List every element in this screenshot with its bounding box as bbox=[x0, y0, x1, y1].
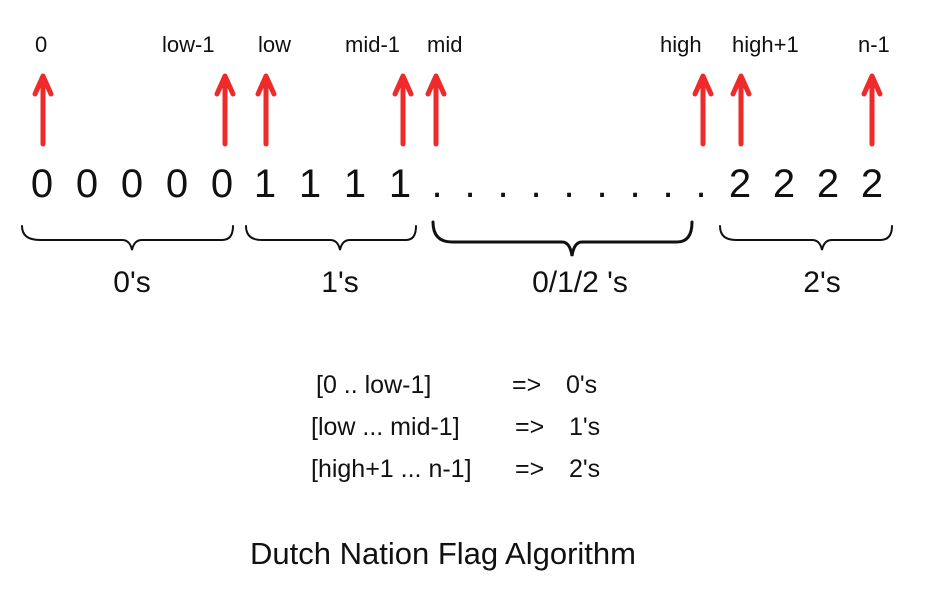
arrow-mid-minus-1 bbox=[392, 73, 414, 147]
brace-zeros bbox=[21, 225, 234, 251]
range-text: [low ... mid-1] bbox=[311, 413, 460, 441]
range-arrow: => bbox=[515, 455, 545, 483]
array-digit: 2 bbox=[816, 162, 840, 206]
ellipsis-dot: . bbox=[563, 162, 575, 206]
arrow-mid bbox=[425, 73, 447, 147]
ellipsis-dot: . bbox=[695, 162, 707, 206]
array-digit: 0 bbox=[165, 162, 189, 206]
group-label-twos: 2's bbox=[803, 266, 841, 299]
array-digit: 0 bbox=[30, 162, 54, 206]
range-text: [high+1 ... n-1] bbox=[311, 455, 472, 483]
array-digit: 1 bbox=[298, 162, 322, 206]
group-braces bbox=[21, 220, 893, 257]
arrow-n-minus-1 bbox=[861, 73, 883, 147]
arrow-low bbox=[255, 73, 277, 147]
pointer-label-high+1: high+1 bbox=[732, 32, 799, 57]
pointer-label-0: 0 bbox=[35, 32, 48, 57]
ellipsis-dot: . bbox=[629, 162, 641, 206]
range-result: 2's bbox=[569, 455, 601, 483]
brace-ones bbox=[245, 225, 417, 251]
range-text: [0 .. low-1] bbox=[316, 371, 432, 399]
pointer-label-n-1: n-1 bbox=[858, 32, 890, 57]
ellipsis-dot: . bbox=[464, 162, 476, 206]
group-label-ones: 1's bbox=[321, 266, 359, 299]
array-digit: 2 bbox=[772, 162, 796, 206]
ellipsis-dot: . bbox=[662, 162, 674, 206]
arrow-low-minus-1 bbox=[214, 73, 236, 147]
ellipsis-dot: . bbox=[497, 162, 509, 206]
brace-twos bbox=[719, 225, 893, 251]
group-label-unknown: 0/1/2 's bbox=[532, 266, 628, 299]
ellipsis-dot: . bbox=[530, 162, 542, 206]
range-arrow: => bbox=[512, 371, 542, 399]
array-digit: 1 bbox=[253, 162, 277, 206]
array-digit: 1 bbox=[343, 162, 367, 206]
arrow-0 bbox=[32, 73, 54, 147]
pointer-label-low-1: low-1 bbox=[162, 32, 215, 57]
ellipsis-dot: . bbox=[596, 162, 608, 206]
group-label-zeros: 0's bbox=[113, 266, 151, 299]
diagram-title: Dutch Nation Flag Algorithm bbox=[250, 536, 636, 571]
array-digit: 0 bbox=[75, 162, 99, 206]
range-result: 1's bbox=[569, 413, 601, 441]
pointer-label-high: high bbox=[660, 32, 702, 57]
arrow-high bbox=[692, 73, 714, 147]
array-digit: 0 bbox=[120, 162, 144, 206]
pointer-arrows bbox=[32, 73, 883, 147]
arrow-high-plus-1 bbox=[730, 73, 752, 147]
pointer-label-mid: mid bbox=[427, 32, 463, 57]
brace-unknown bbox=[431, 220, 694, 257]
array-digit: 2 bbox=[860, 162, 884, 206]
ellipsis-dot: . bbox=[431, 162, 443, 206]
array-digit: 0 bbox=[210, 162, 234, 206]
range-result: 0's bbox=[566, 371, 598, 399]
pointer-label-mid-1: mid-1 bbox=[345, 32, 401, 57]
array-digit: 2 bbox=[728, 162, 752, 206]
range-arrow: => bbox=[515, 413, 545, 441]
pointer-label-low: low bbox=[258, 32, 292, 57]
array-digit: 1 bbox=[388, 162, 412, 206]
